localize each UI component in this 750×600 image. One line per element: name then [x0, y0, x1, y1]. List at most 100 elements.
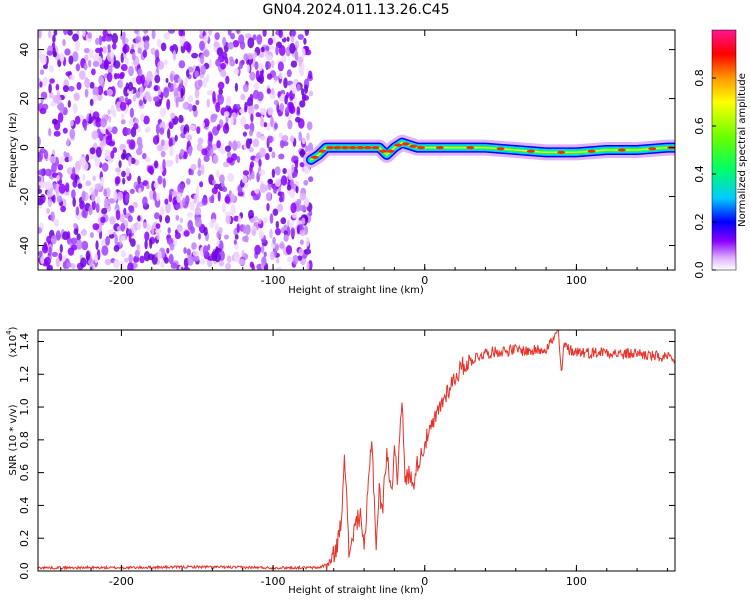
spectrogram-noise-cell — [120, 119, 126, 125]
spectrogram-noise-cell — [70, 119, 74, 127]
spectrogram-noise-cell — [153, 181, 159, 189]
spectrogram-signal-peak — [379, 149, 387, 153]
spectrogram-noise-cell — [217, 191, 221, 202]
spectrogram-noise-cell — [51, 118, 58, 125]
spectrogram-noise-cell — [39, 108, 47, 115]
spectrogram-noise-cell — [240, 93, 246, 101]
spectrogram-noise-cell — [65, 182, 70, 193]
spectrogram-signal-trace — [303, 134, 675, 168]
spectrogram-noise-cell — [224, 234, 229, 240]
spectrogram-noise-cell — [244, 123, 250, 130]
spectrogram-noise-cell — [38, 188, 42, 194]
spectrogram-noise-cell — [248, 173, 252, 181]
snr-x-tick-label: 0 — [421, 575, 428, 588]
spectrogram-noise-cell — [124, 257, 129, 263]
spectrogram-noise-cell — [72, 197, 76, 207]
spectrogram-noise-cell — [249, 93, 254, 102]
spectrogram-noise-cell — [218, 227, 223, 234]
spectrogram-noise-cell — [47, 30, 52, 39]
spectrogram-noise-cell — [55, 83, 60, 91]
spectrogram-noise-cell — [214, 32, 220, 40]
spectrogram-noise-cell — [278, 30, 283, 38]
spectrogram-noise-cell — [218, 260, 225, 267]
spectrogram-noise-cell — [180, 183, 186, 189]
spectrogram-noise-cell — [292, 254, 299, 265]
spectrogram-noise-cell — [132, 94, 137, 102]
spectrogram-noise-cell — [55, 257, 61, 268]
spectrogram-noise-cell — [174, 134, 178, 142]
spectrogram-noise-cell — [49, 155, 56, 164]
spectrogram-noise-cell — [105, 236, 110, 246]
spectrogram-noise-cell — [91, 200, 96, 211]
spectrogram-noise-cell — [230, 204, 236, 216]
spectrogram-noise-cell — [120, 52, 125, 63]
spectrogram-noise-cell — [149, 238, 153, 249]
spectrogram-noise-cell — [279, 196, 283, 203]
spectrogram-noise-cell — [153, 85, 159, 92]
spectrogram-noise-cell — [242, 83, 249, 93]
spectrogram-noise-cell — [89, 147, 96, 155]
spectrogram-noise-cell — [187, 219, 193, 231]
spectrogram-noise-cell — [128, 254, 133, 263]
spectrogram-noise-cell — [192, 255, 200, 262]
spectrogram-noise-cell — [299, 69, 304, 77]
spectrogram-signal-peak — [394, 143, 403, 147]
spectrogram-noise-cell — [271, 151, 276, 159]
snr-y-tick-label: 1.0 — [18, 398, 31, 416]
spectrogram-noise-cell — [299, 100, 306, 108]
spectrogram-noise-cell — [195, 99, 200, 106]
spectrogram-noise-cell — [72, 103, 78, 114]
spectrogram-noise-cell — [187, 212, 194, 218]
spectrogram-noise-cell — [286, 36, 290, 42]
spectrogram-noise-cell — [275, 228, 281, 236]
spectrogram-signal-peak — [333, 146, 342, 150]
spectrogram-noise-cell — [289, 188, 296, 199]
spectrogram-noise-cell — [79, 70, 86, 80]
spectrogram-noise-cell — [292, 212, 298, 219]
spectrogram-noise-cell — [167, 227, 171, 234]
spectrogram-noise-cell — [258, 158, 262, 168]
spectrogram-noise-cell — [168, 30, 175, 34]
spectrogram-noise-cell — [299, 148, 306, 158]
spectrogram-noise-cell — [224, 211, 232, 217]
spectrogram-noise-cell — [183, 257, 189, 268]
spectrogram-noise-cell — [101, 207, 108, 215]
spectrogram-noise-cell — [239, 60, 244, 69]
spectrogram-noise-cell — [131, 77, 137, 84]
spectrogram-noise-cell — [260, 117, 265, 128]
spectrogram-noise-cell — [56, 195, 63, 203]
spectrogram-noise-cell — [203, 49, 210, 58]
spectrogram-noise-cell — [125, 128, 132, 135]
spectrogram-noise-cell — [267, 106, 274, 116]
spectrogram-noise-cell — [91, 68, 96, 76]
spectrogram-noise-cell — [240, 116, 247, 127]
spectrogram-noise-cell — [232, 40, 240, 48]
spectrogram-noise-cell — [221, 186, 228, 193]
spectrogram-noise-cell — [215, 58, 222, 67]
spectrogram-noise-cell — [308, 176, 314, 183]
spectrogram-noise-cell — [68, 85, 75, 92]
spectrogram-noise-cell — [290, 30, 297, 36]
spectrogram-noise-cell — [128, 156, 132, 167]
spectrogram-noise-cell — [304, 248, 312, 255]
spectrogram-noise-cell — [63, 151, 67, 158]
spectrogram-noise-cell — [151, 225, 155, 236]
spectrogram-noise-cell — [139, 86, 144, 94]
spectrogram-noise-cell — [104, 258, 112, 266]
spectrogram-noise-cell — [124, 193, 130, 203]
spectrogram-noise-cell — [253, 82, 260, 90]
spectrogram-noise-cell — [183, 127, 187, 135]
spectrogram-noise-cell — [267, 135, 273, 144]
spectrogram-noise-cell — [174, 232, 181, 240]
spectrogram-noise-cell — [191, 52, 199, 59]
spectrogram-noise-cell — [202, 77, 208, 88]
spectrogram-noise-cell — [102, 30, 108, 37]
spectrogram-noise-cell — [306, 132, 310, 141]
spectrogram-noise-cell — [98, 35, 102, 46]
spectrogram-noise-cell — [230, 32, 236, 40]
spectrogram-noise-cell — [197, 137, 204, 145]
spectrogram-noise-cell — [85, 180, 92, 187]
spectrogram-noise-cell — [38, 176, 42, 182]
spectrogram-noise-cell — [191, 242, 197, 250]
spectrogram-noise-cell — [159, 214, 163, 223]
